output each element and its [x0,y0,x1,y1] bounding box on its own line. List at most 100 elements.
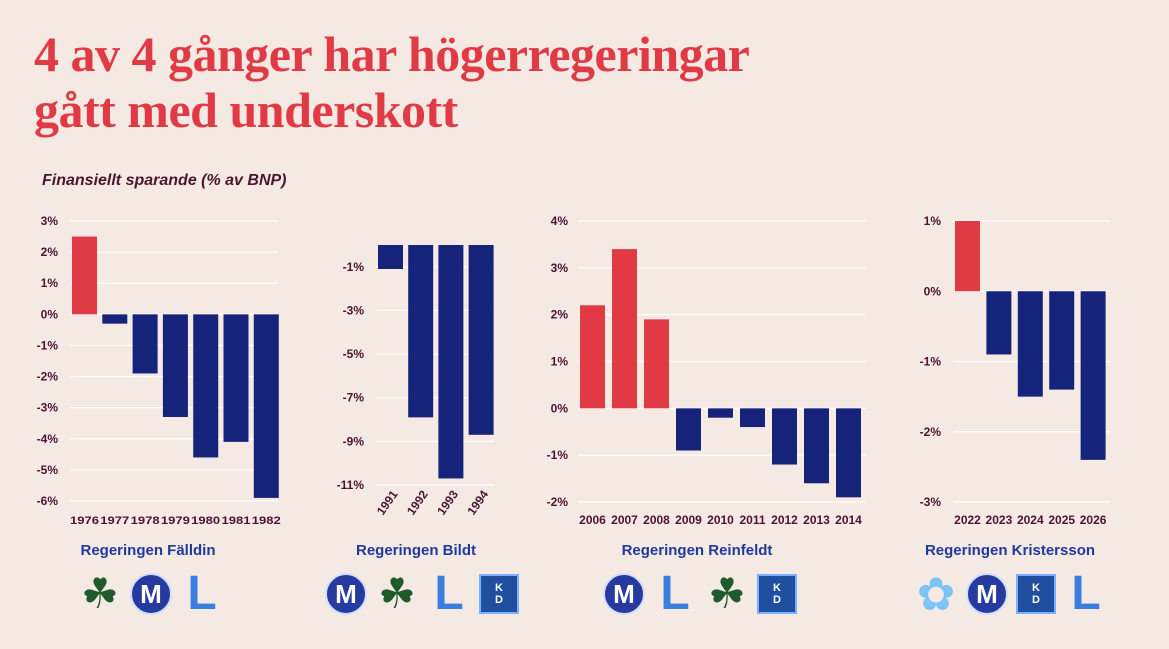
bar-1979 [162,314,188,417]
title-line-1: 4 av 4 gånger har högerregeringar [34,26,750,82]
x-tick-label: 2014 [835,513,862,527]
x-tick-label: 1976 [70,515,99,527]
x-tick-label: 1978 [131,515,160,527]
y-tick-label: 3% [41,214,59,228]
x-tick-label: 1982 [252,515,281,527]
chart-2: 4% 3% 2% 1% 0% -1% -2% 2006 2007 2008 2009 2010 2011… [547,214,866,559]
centerpartiet-clover-icon: ☘ [708,570,746,617]
y-tick-label: -3% [37,401,59,415]
y-tick-label: -1% [343,260,365,274]
y-tick-label: -2% [547,495,569,509]
chart-0: 3%2%1%0%-1%-2%-3%-4%-5%-6%1976 1977 1978 19… [37,214,281,559]
liberalerna-l-icon: L [660,567,690,620]
bar-1993 [438,245,464,479]
y-tick-label: 3% [551,261,569,275]
bar-2022 [955,221,980,292]
logos-falldin: ☘ M L [78,567,224,620]
bar-2007 [612,249,637,409]
y-tick-label: -5% [37,463,59,477]
bar-2006 [580,305,605,409]
government-label: Regeringen Reinfeldt [622,542,773,559]
y-tick-label: 0% [41,307,59,321]
chart-3: 1% 0% -1% -2% -3% 2022 2023 2024 2025 2026 Regerin… [920,214,1110,559]
y-tick-label: 0% [551,401,569,415]
moderaterna-m-icon: M [966,573,1008,615]
y-tick-label: 2% [551,308,569,322]
x-tick-label: 2025 [1048,513,1075,527]
bar-1991 [378,245,403,269]
y-tick-label: -2% [920,425,942,439]
x-tick-label: 2013 [803,513,830,527]
bar-1976 [72,236,97,315]
x-tick-label: 1977 [100,515,129,527]
moderaterna-m-icon: M [130,573,172,615]
centerpartiet-clover-icon: ☘ [81,570,119,617]
bar-1982 [253,314,279,498]
bar-2009 [676,408,701,451]
bar-2014 [836,408,861,498]
x-tick-label: 2026 [1080,513,1107,527]
y-tick-label: 0% [924,284,942,298]
chart-subtitle: Finansiellt sparande (% av BNP) [42,172,287,189]
x-tick-label: 2022 [954,513,981,527]
x-tick-label: 1980 [191,515,220,527]
x-tick-label: 1981 [222,515,251,527]
government-label: Regeringen Fälldin [80,542,215,559]
y-tick-label: -1% [37,338,59,352]
y-tick-label: -2% [37,370,59,384]
bar-1978 [132,314,158,374]
x-tick-label: 2023 [986,513,1013,527]
government-label: Regeringen Bildt [356,542,476,559]
logos-bildt: M ☘ L K D [325,570,519,618]
logos-kristersson: ✿ M K D L [914,567,1108,620]
bar-2023 [986,291,1012,355]
bar-1981 [223,314,249,442]
centerpartiet-clover-icon: ☘ [378,570,416,617]
y-tick-label: -3% [920,495,942,509]
y-tick-label: -5% [343,347,365,361]
moderaterna-m-icon: M [325,573,367,615]
y-tick-label: -9% [343,434,365,448]
x-tick-label: 1992 [404,487,431,517]
x-tick-label: 2006 [579,513,606,527]
bar-2012 [772,408,797,465]
bar-2010 [708,408,733,418]
liberalerna-l-icon: L [1071,567,1101,620]
bar-2026 [1080,291,1106,460]
x-tick-label: 2012 [771,513,798,527]
y-tick-label: 1% [551,355,569,369]
liberalerna-l-icon: L [187,567,217,620]
x-tick-label: 1994 [464,487,491,517]
logos-reinfeldt: M L ☘ K D [603,567,797,620]
x-tick-label: 2024 [1017,513,1044,527]
bar-1977 [102,314,128,324]
y-tick-label: -6% [37,494,59,508]
y-tick-label: 2% [41,245,59,259]
x-tick-label: 2011 [739,513,765,527]
bar-1980 [193,314,219,458]
y-tick-label: -4% [37,432,59,446]
y-tick-label: 4% [551,214,569,228]
y-tick-label: -11% [337,478,365,492]
x-tick-label: 2010 [707,513,734,527]
sverigedemokraterna-flower-icon: ✿ [916,568,956,620]
bar-1994 [468,245,494,435]
x-tick-label: 1993 [434,487,461,517]
x-tick-label: 1979 [161,515,190,527]
bar-2008 [644,319,669,409]
bar-2025 [1049,291,1075,390]
y-tick-label: -7% [343,391,365,405]
bar-1992 [408,245,434,418]
x-tick-label: 2009 [675,513,702,527]
government-label: Regeringen Kristersson [925,542,1095,559]
y-tick-label: 1% [924,214,942,228]
moderaterna-m-icon: M [603,573,645,615]
bar-2011 [740,408,765,428]
x-tick-label: 1991 [374,487,401,517]
page-title: 4 av 4 gånger har högerregeringar gått m… [34,26,750,138]
bar-2013 [804,408,829,484]
